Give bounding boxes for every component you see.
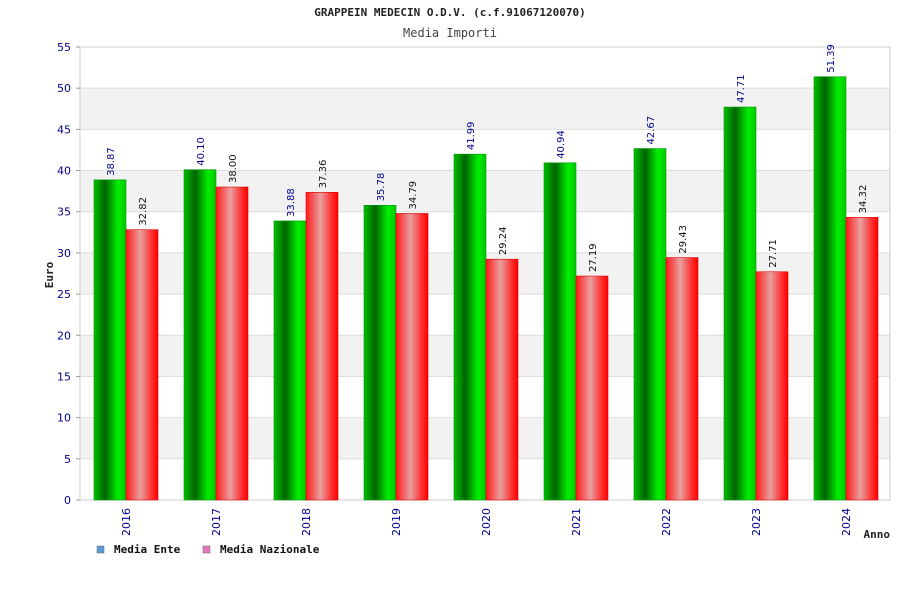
x-tick-label: 2017 xyxy=(210,508,223,536)
chart-subtitle: Media Importi xyxy=(403,26,497,40)
x-tick-label: 2022 xyxy=(660,508,673,536)
data-label: 47.71 xyxy=(736,74,747,103)
legend: Media Ente Media Nazionale xyxy=(96,543,320,556)
data-label: 34.79 xyxy=(408,181,419,210)
data-label: 42.67 xyxy=(646,116,657,145)
chart-title: GRAPPEIN MEDECIN O.D.V. (c.f.91067120070… xyxy=(314,6,586,19)
bar-media-nazionale-2023 xyxy=(755,271,789,501)
bar-media-nazionale-2020 xyxy=(485,258,519,501)
x-tick-label: 2018 xyxy=(300,508,313,536)
legend-swatch xyxy=(96,545,105,554)
data-label: 38.00 xyxy=(228,154,239,183)
bar-media-ente-2020 xyxy=(453,153,487,501)
x-tick-label: 2024 xyxy=(840,508,853,536)
x-axis-ticks: 2016 2017 2018 2019 2020 2021 2022 2023 2024 xyxy=(120,508,853,536)
x-tick-label: 2021 xyxy=(570,508,583,536)
data-label: 33.88 xyxy=(286,188,297,217)
data-label: 40.10 xyxy=(196,137,207,166)
x-tick-label: 2023 xyxy=(750,508,763,536)
data-label: 51.39 xyxy=(826,44,837,73)
bar-media-nazionale-2016 xyxy=(125,229,159,501)
value-labels: 38.87 32.82 40.10 38.00 33.88 37.36 35.78 34.79… xyxy=(106,44,869,272)
bar-media-ente-2023 xyxy=(723,106,757,501)
data-label: 40.94 xyxy=(556,130,567,159)
y-axis-ticks: 0 5 10 15 20 25 30 35 40 45 50 55 xyxy=(57,41,80,507)
x-axis-label: Anno xyxy=(864,528,891,541)
bar-media-ente-2017 xyxy=(183,169,217,501)
bar-media-ente-2024 xyxy=(813,76,847,501)
legend-swatch xyxy=(202,545,211,554)
data-label: 37.36 xyxy=(318,160,329,189)
y-tick-label: 40 xyxy=(57,165,71,178)
bar-media-ente-2022 xyxy=(633,148,667,501)
y-tick-label: 35 xyxy=(57,206,71,219)
y-tick-label: 30 xyxy=(57,247,71,260)
y-axis-label: Euro xyxy=(43,261,56,288)
y-tick-label: 15 xyxy=(57,370,71,383)
bar-media-nazionale-2018 xyxy=(305,191,339,501)
legend-label: Media Nazionale xyxy=(220,543,320,556)
grid-band xyxy=(80,88,890,130)
bar-media-ente-2021 xyxy=(543,162,577,501)
y-tick-label: 0 xyxy=(64,494,71,507)
data-label: 38.87 xyxy=(106,147,117,176)
data-label: 27.71 xyxy=(768,239,779,268)
bar-media-nazionale-2017 xyxy=(215,186,249,501)
legend-label: Media Ente xyxy=(114,543,181,556)
y-tick-label: 20 xyxy=(57,329,71,342)
y-tick-label: 50 xyxy=(57,82,71,95)
bar-media-nazionale-2022 xyxy=(665,257,699,501)
bars xyxy=(93,76,879,501)
y-tick-label: 5 xyxy=(64,453,71,466)
data-label: 27.19 xyxy=(588,243,599,272)
bar-media-nazionale-2024 xyxy=(845,217,879,501)
y-tick-label: 10 xyxy=(57,412,71,425)
bar-media-nazionale-2021 xyxy=(575,275,609,501)
bar-media-ente-2018 xyxy=(273,220,307,501)
x-tick-label: 2016 xyxy=(120,508,133,536)
data-label: 32.82 xyxy=(138,197,149,226)
data-label: 29.24 xyxy=(498,227,509,256)
x-tick-label: 2020 xyxy=(480,508,493,536)
y-tick-label: 25 xyxy=(57,288,71,301)
bar-media-ente-2019 xyxy=(363,205,397,501)
x-tick-label: 2019 xyxy=(390,508,403,536)
y-tick-label: 45 xyxy=(57,123,71,136)
data-label: 41.99 xyxy=(466,122,477,151)
data-label: 34.32 xyxy=(858,185,869,214)
y-tick-label: 55 xyxy=(57,41,71,54)
data-label: 29.43 xyxy=(678,225,689,254)
bar-media-ente-2016 xyxy=(93,179,127,501)
data-label: 35.78 xyxy=(376,173,387,202)
bar-media-nazionale-2019 xyxy=(395,213,429,501)
